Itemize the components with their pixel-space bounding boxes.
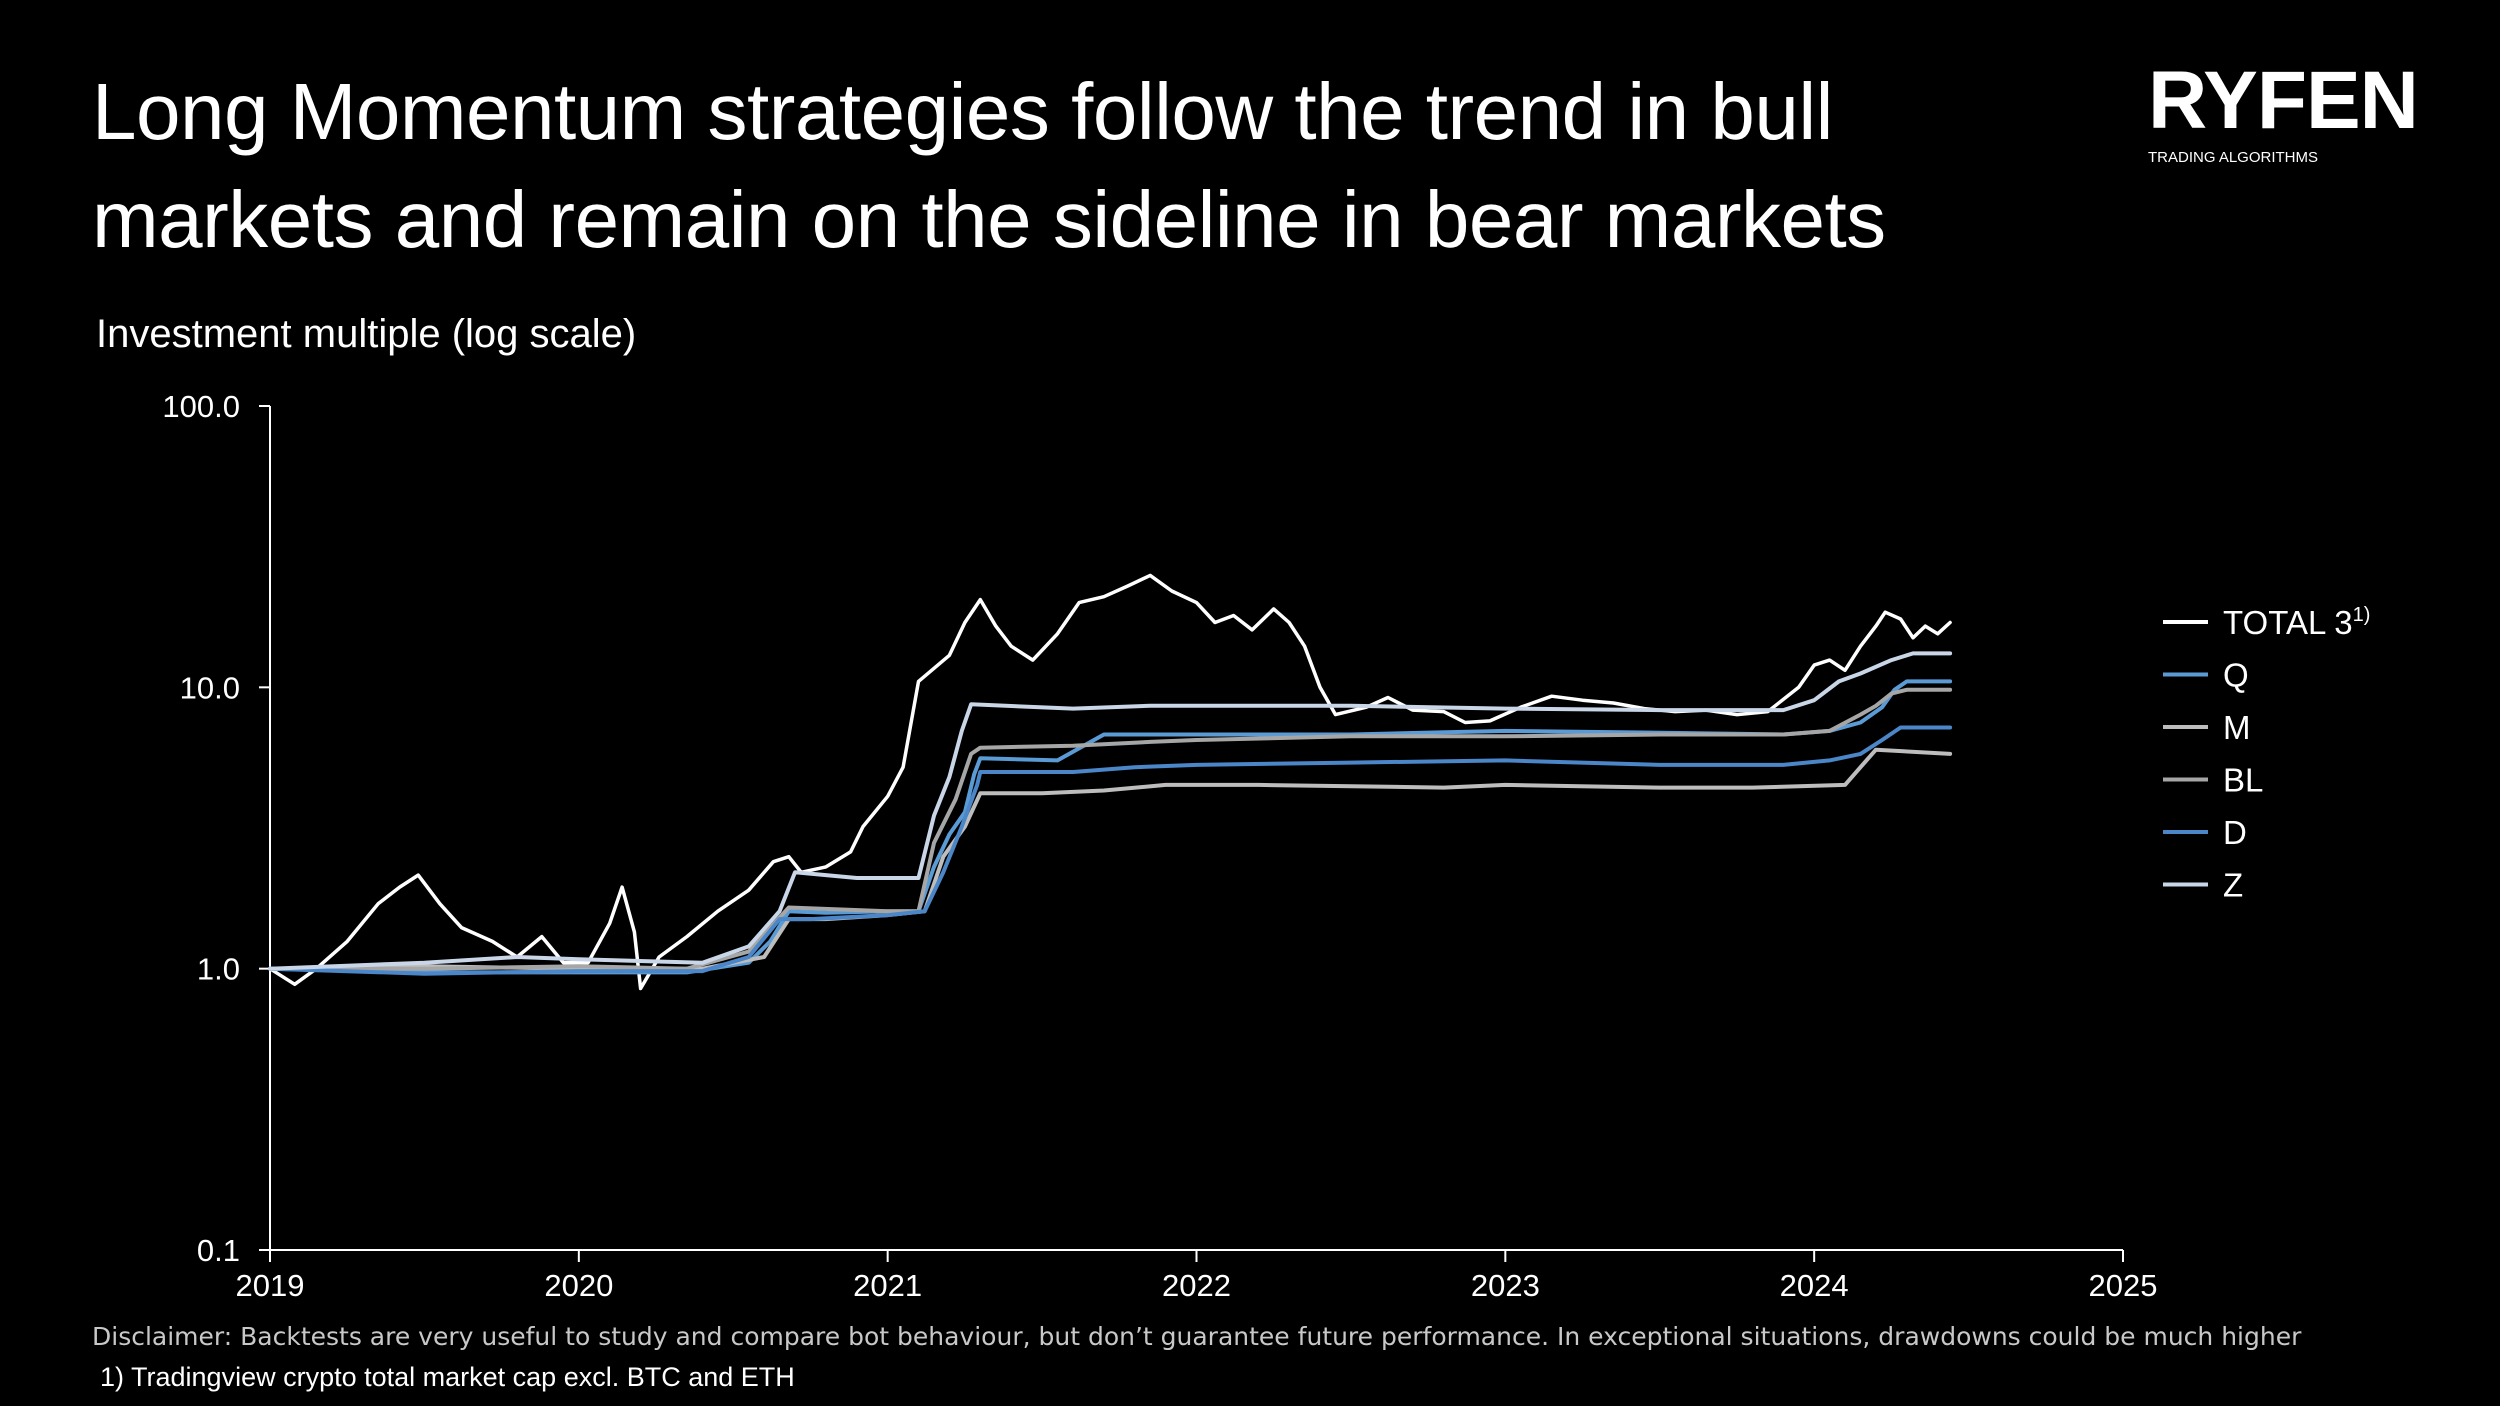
chart-legend: TOTAL 31) QM BL DZ xyxy=(2163,604,2370,904)
disclaimer: Disclaimer: Backtests are very useful to… xyxy=(92,1322,2302,1351)
y-tick-label: 0.1 xyxy=(197,1233,240,1268)
chart-axes: 0.1 1.0 10.0 100.0 2019 2020 2021 2022 2023 2024 2… xyxy=(162,389,2157,1303)
title-line-1: Long Momentum strategies follow the tren… xyxy=(92,67,1833,156)
series-line-total-3 xyxy=(268,573,1952,991)
legend-label-z: Z xyxy=(2223,867,2243,904)
legend-label-total-3: TOTAL 31) xyxy=(2223,604,2370,641)
x-tick-label: 2019 xyxy=(236,1268,305,1303)
legend-label-q: Q xyxy=(2223,657,2249,694)
logo-tagline: TRADING ALGORITHMS xyxy=(2148,149,2319,166)
company-logo: RYFEN TRADING ALGORITHMS xyxy=(2148,56,2438,168)
series-line-q xyxy=(268,679,1953,975)
x-tick-label: 2021 xyxy=(853,1268,922,1303)
legend-label-d: D xyxy=(2223,814,2247,851)
series-line-m xyxy=(268,747,1953,971)
x-tick-label: 2022 xyxy=(1162,1268,1231,1303)
footnote: 1) Tradingview crypto total market cap e… xyxy=(100,1362,795,1392)
legend-superscript: 1) xyxy=(2353,604,2371,626)
x-tick-label: 2023 xyxy=(1471,1268,1540,1303)
slide-title: Long Momentum strategies follow the tren… xyxy=(92,58,1992,274)
title-line-2: markets and remain on the sideline in be… xyxy=(92,175,1886,264)
y-tick-label: 1.0 xyxy=(197,952,240,987)
legend-label-bl: BL xyxy=(2223,762,2263,799)
chart-series xyxy=(268,573,1953,991)
series-line-bl xyxy=(268,687,1953,971)
series-line-d xyxy=(268,725,1953,976)
series-line-z xyxy=(268,651,1953,971)
x-tick-label: 2025 xyxy=(2089,1268,2158,1303)
chart-y-axis-title: Investment multiple (log scale) xyxy=(96,312,637,356)
y-tick-label: 100.0 xyxy=(162,389,240,424)
investment-multiple-chart: 0.1 1.0 10.0 100.0 2019 2020 2021 2022 2023 2024 2… xyxy=(162,389,2370,1303)
y-tick-label: 10.0 xyxy=(180,670,240,705)
x-tick-label: 2024 xyxy=(1780,1268,1849,1303)
logo-name: RYFEN xyxy=(2148,55,2419,146)
legend-label-m: M xyxy=(2223,709,2251,746)
x-tick-label: 2020 xyxy=(544,1268,613,1303)
